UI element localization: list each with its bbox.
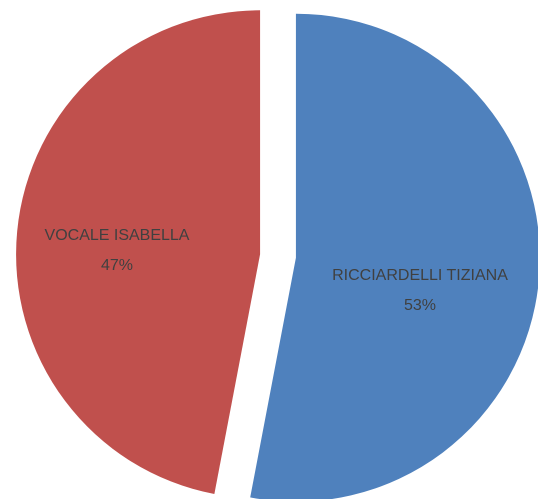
pie-slice-vocale-isabella	[16, 10, 261, 494]
pie-slice-ricciardelli-tiziana	[250, 13, 538, 499]
slice-label: RICCIARDELLI TIZIANA 53%	[332, 267, 508, 314]
slice-name-label: VOCALE ISABELLA	[45, 227, 190, 244]
pie-labels: RICCIARDELLI TIZIANA 53% VOCALE ISABELLA 47…	[45, 227, 509, 314]
pie-slices	[16, 10, 538, 499]
slice-percent-label: 47%	[101, 257, 133, 274]
slice-percent-label: 53%	[404, 297, 436, 314]
slice-label: VOCALE ISABELLA 47%	[45, 227, 190, 274]
slice-name-label: RICCIARDELLI TIZIANA	[332, 267, 508, 284]
